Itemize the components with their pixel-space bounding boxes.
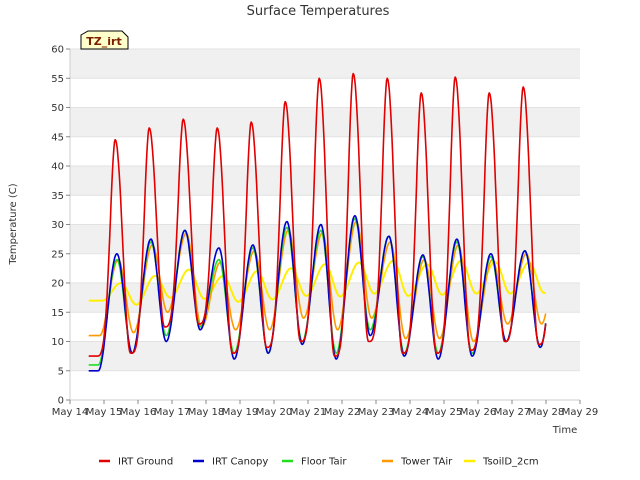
x-tick-label: May 25 [426, 407, 463, 418]
grid-band [70, 341, 580, 371]
y-tick-label: 25 [51, 249, 64, 260]
x-tick-label: May 21 [290, 407, 327, 418]
x-tick-label: May 29 [562, 407, 599, 418]
y-tick-label: 50 [51, 103, 64, 114]
series-line-tower-tair [88, 220, 547, 343]
x-tick-label: May 23 [358, 407, 395, 418]
x-tick-label: May 19 [222, 407, 259, 418]
legend-label: IRT Canopy [212, 457, 268, 468]
legend-label: IRT Ground [118, 457, 173, 468]
y-tick-label: 10 [51, 337, 64, 348]
series-layer [88, 72, 547, 372]
y-tick-label: 60 [51, 45, 64, 56]
x-axis-title: Time [552, 425, 577, 436]
y-tick-label: 55 [51, 74, 64, 85]
y-tick-label: 0 [58, 396, 64, 407]
x-tick-label: May 24 [392, 407, 429, 418]
y-axis-title: Temperature (C) [8, 183, 19, 265]
x-tick-label: May 18 [188, 407, 225, 418]
x-tick-label: May 22 [324, 407, 361, 418]
legend-label: TsoilD_2cm [482, 457, 539, 468]
legend-item: Floor Tair [282, 457, 347, 468]
x-tick-label: May 17 [154, 407, 191, 418]
legend-item: IRT Ground [99, 457, 173, 468]
site-label-box: TZ_irt [80, 30, 129, 50]
y-tick-label: 5 [58, 366, 64, 377]
legend-item: IRT Canopy [193, 457, 268, 468]
series-line-irt-ground [88, 72, 547, 357]
x-tick-label: May 15 [86, 407, 123, 418]
y-tick-label: 45 [51, 132, 64, 143]
site-label: TZ_irt [86, 35, 121, 48]
y-tick-label: 30 [51, 220, 64, 231]
grid-band [70, 107, 580, 137]
legend: IRT Ground IRT Canopy Floor Tair Tower TAir… [99, 457, 539, 468]
legend-item: Tower TAir [382, 457, 453, 468]
x-tick-label: May 27 [494, 407, 531, 418]
x-tick-label: May 26 [460, 407, 497, 418]
legend-item: TsoilD_2cm [464, 457, 539, 468]
site-label-badge [80, 30, 129, 50]
y-tick-label: 35 [51, 191, 64, 202]
y-axis-ticks: 0 5 10 15 20 25 30 35 40 45 50 55 60 [51, 45, 70, 407]
x-tick-label: May 20 [256, 407, 293, 418]
x-tick-label: May 16 [120, 407, 157, 418]
legend-label: Floor Tair [301, 457, 347, 468]
x-tick-label: May 28 [528, 407, 565, 418]
chart-title: Surface Temperatures [247, 4, 390, 19]
grid-band [70, 283, 580, 313]
legend-label: Tower TAir [400, 457, 453, 468]
y-tick-label: 15 [51, 308, 64, 319]
y-tick-label: 40 [51, 162, 64, 173]
y-tick-label: 20 [51, 279, 64, 290]
x-tick-label: May 14 [52, 407, 89, 418]
series-line-tsoild-2cm [88, 259, 547, 306]
grid-band [70, 49, 580, 79]
